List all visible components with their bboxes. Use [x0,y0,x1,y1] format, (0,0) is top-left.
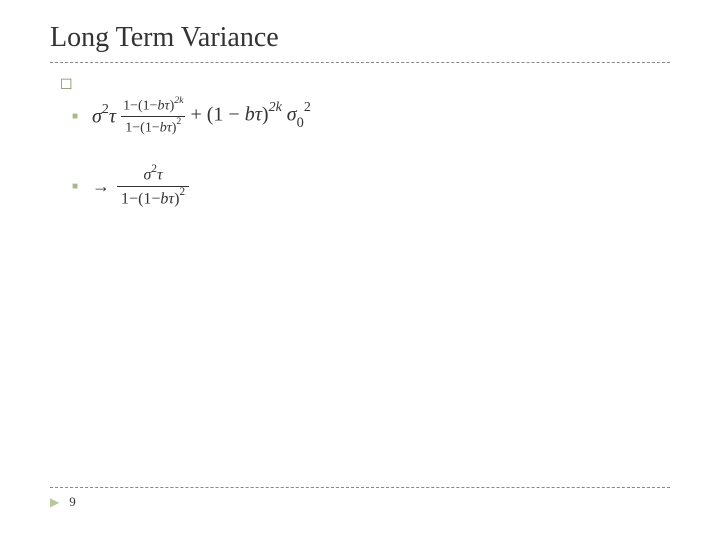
slide-title: Long Term Variance [50,22,670,54]
formula-1: σ2τ 1−(1−bτ)2k 1−(1−bτ)2 + (1 − bτ)2k σ0… [92,96,311,136]
outline-bullet-icon: ☐ [60,77,670,94]
content-area: ☐ ■ σ2τ 1−(1−bτ)2k 1−(1−bτ)2 + (1 − bτ)2… [50,77,670,208]
page-number: 9 [69,494,76,510]
formula-2: → σ2τ 1−(1−bτ)2 [92,164,192,208]
footer: ▶ 9 [50,487,670,510]
fraction-1: 1−(1−bτ)2k 1−(1−bτ)2 [119,96,187,136]
tau: τ [109,105,116,127]
formula-row-2: ■ → σ2τ 1−(1−bτ)2 [72,164,670,208]
sigma: σ [92,105,102,127]
square-bullet-icon: ■ [72,181,78,192]
arrow-icon: → [92,176,110,197]
square-bullet-icon: ■ [72,111,78,122]
slide: Long Term Variance ☐ ■ σ2τ 1−(1−bτ)2k 1−… [0,0,720,540]
exp: 2 [102,102,109,117]
formula-row-1: ■ σ2τ 1−(1−bτ)2k 1−(1−bτ)2 + (1 − bτ)2k … [72,96,670,136]
fraction-2: σ2τ 1−(1−bτ)2 [117,164,189,208]
title-area: Long Term Variance [50,22,670,63]
triangle-icon: ▶ [50,495,59,510]
